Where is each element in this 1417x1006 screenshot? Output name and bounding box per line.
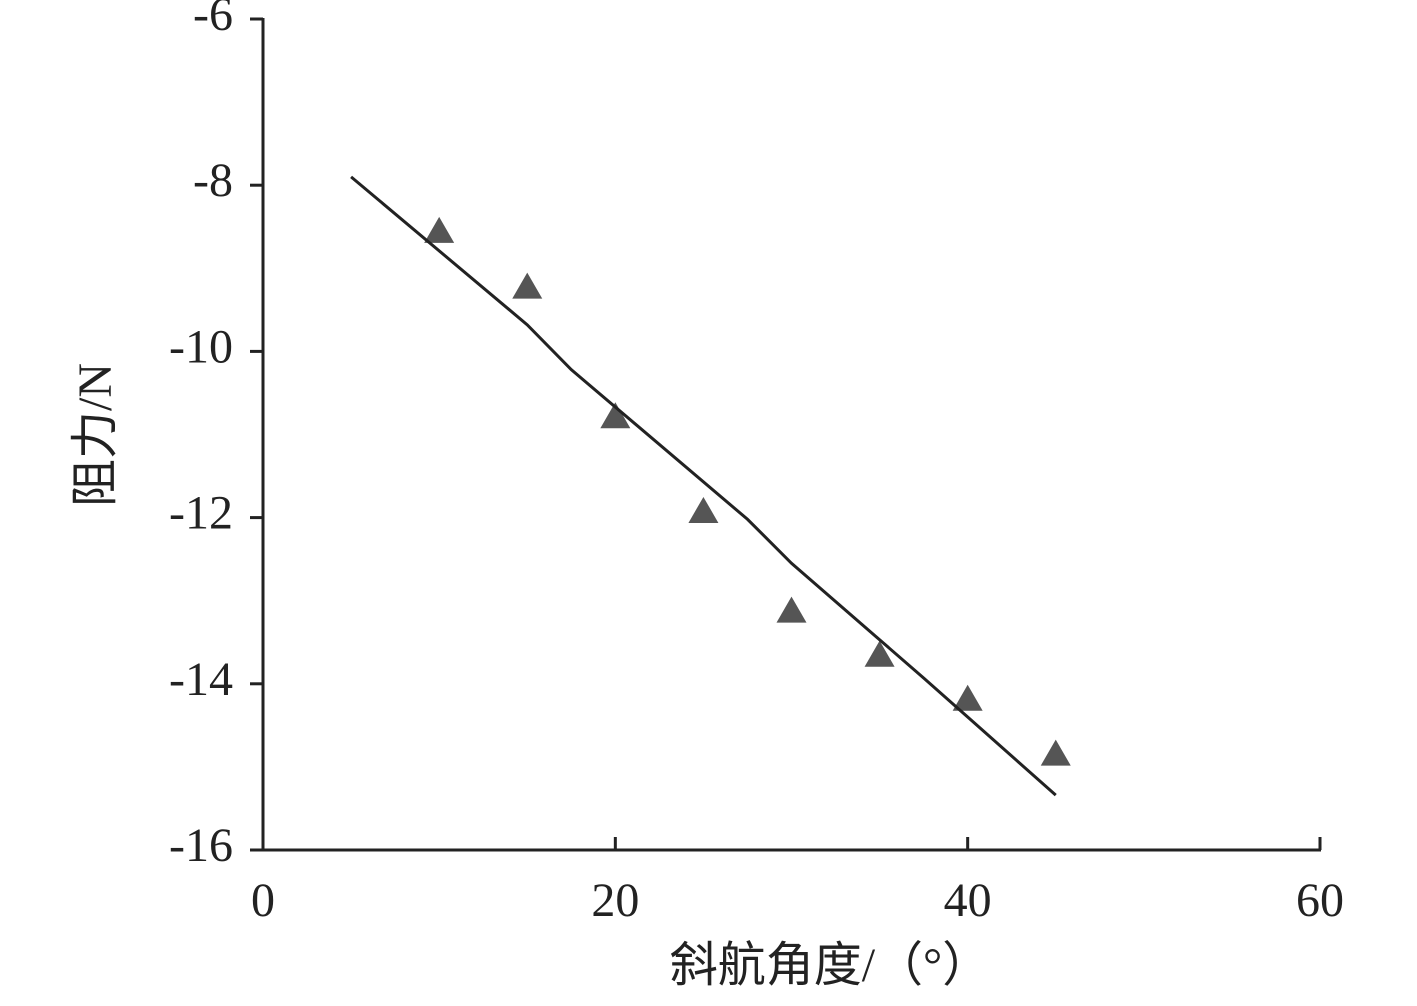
x-tick-label: 0: [251, 874, 275, 927]
y-tick-label: -12: [169, 487, 233, 540]
x-tick-label: 20: [591, 874, 639, 927]
fit-line: [350, 175, 1057, 797]
y-tick-label: -10: [169, 320, 233, 373]
data-point: [1040, 739, 1071, 766]
x-tick-label: 60: [1296, 874, 1344, 927]
data-point: [600, 402, 631, 429]
y-axis-label: 阻力/N: [69, 363, 122, 507]
x-tick-label: 40: [944, 874, 992, 927]
y-tick-label: -14: [169, 653, 233, 706]
data-point: [864, 640, 895, 667]
y-tick-label: -16: [169, 819, 233, 872]
data-point: [688, 496, 719, 523]
x-axis-label: 斜航角度/（°）: [670, 939, 991, 992]
data-point: [776, 596, 807, 623]
data-point: [512, 272, 543, 299]
y-tick-label: -6: [193, 0, 233, 41]
y-tick-label: -8: [193, 154, 233, 207]
data-point: [424, 216, 455, 243]
data-point: [952, 684, 983, 711]
